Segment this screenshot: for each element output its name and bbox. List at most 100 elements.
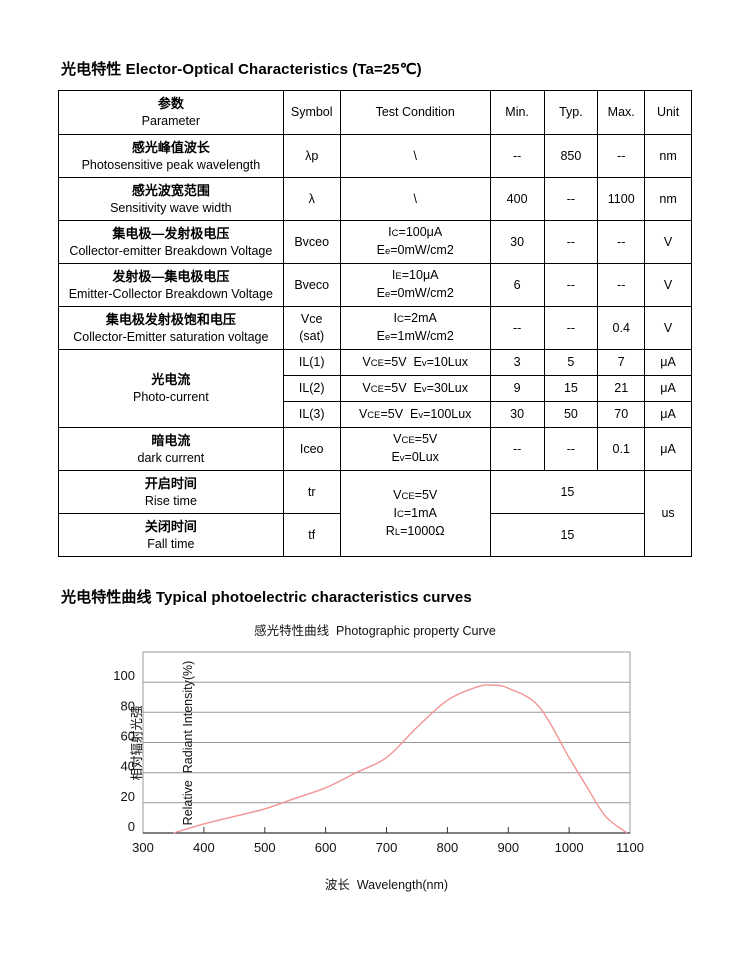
table-cell: λp <box>282 134 341 178</box>
x-tick-label: 600 <box>315 840 337 855</box>
table-row: 感光峰值波长 Photosensitive peak wavelength λp \ -… <box>58 134 692 178</box>
table-cell: 开启时间 Rise time <box>58 470 284 514</box>
electro-optical-characteristics-table: 参数 Parameter Symbol Test Condition Min. Typ. M… <box>58 90 692 557</box>
table-header-cell: Max. <box>597 90 646 135</box>
table-cell: 感光波宽范围 Sensitivity wave width <box>58 177 284 221</box>
table-header-cell: Min. <box>489 90 545 135</box>
table-cell: Iceo <box>282 427 341 471</box>
table-cell: -- <box>597 134 646 178</box>
y-axis-label-en: Relative Radiant Intensity(%) <box>181 660 195 826</box>
x-tick-label: 700 <box>376 840 398 855</box>
y-tick-label: 60 <box>121 729 135 744</box>
table-cell: 发射极—集电极电压 Emitter-Collector Breakdown Vol… <box>58 263 284 307</box>
x-axis-label: 波长 Wavelength(nm) <box>324 878 449 892</box>
y-tick-label: 80 <box>121 698 135 713</box>
y-tick-label: 100 <box>113 668 135 683</box>
table-cell: us <box>644 470 692 557</box>
table-cell: V <box>644 220 692 264</box>
table-header-cell: 参数 Parameter <box>58 90 284 135</box>
table-cell: IE=10μA Ee=0mW/cm2 <box>339 263 491 307</box>
table-cell: -- <box>489 134 545 178</box>
intensity-curve <box>173 684 628 834</box>
chart-title: 感光特性曲线 Photographic property Curve <box>254 624 496 638</box>
x-tick-label: 500 <box>254 840 276 855</box>
table-cell: IL(1) <box>282 349 341 376</box>
table-row: 暗电流 dark current Iceo VCE=5V Ev=0Lux -- -- 0.1 μ… <box>58 427 692 471</box>
table-cell: 15 <box>489 470 646 514</box>
table-cell: 21 <box>597 375 646 402</box>
table-cell: Bveco <box>282 263 341 307</box>
table-cell: 关闭时间 Fall time <box>58 513 284 557</box>
table-cell: -- <box>489 306 545 350</box>
table-cell: μA <box>644 401 692 428</box>
table-cell: VCE=5V Ev=10Lux <box>339 349 491 376</box>
table-cell: μA <box>644 375 692 402</box>
table-cell: V <box>644 306 692 350</box>
table-cell: -- <box>543 177 599 221</box>
table-cell: 7 <box>597 349 646 376</box>
table-cell: IC=100μA Ee=0mW/cm2 <box>339 220 491 264</box>
table-cell: nm <box>644 177 692 221</box>
table-cell: 6 <box>489 263 545 307</box>
table-cell: 15 <box>543 375 599 402</box>
table-header-cell: Symbol <box>282 90 341 135</box>
table-cell: VCE=5V Ev=0Lux <box>339 427 491 471</box>
table-cell: 400 <box>489 177 545 221</box>
table-cell: 70 <box>597 401 646 428</box>
table-cell: 0.1 <box>597 427 646 471</box>
table-cell: 0.4 <box>597 306 646 350</box>
y-axis-label: 相对辐射光强 Relative Radiant Intensity(%) <box>95 593 195 893</box>
table-cell: 850 <box>543 134 599 178</box>
table-row: IL(2) VCE=5V Ev=30Lux 9 15 21 μA <box>59 375 692 402</box>
table-cell: 5 <box>543 349 599 376</box>
x-tick-label: 1100 <box>616 840 644 855</box>
table-cell: 光电流 Photo-current <box>58 349 284 428</box>
table-cell: Vce (sat) <box>282 306 341 350</box>
table-header-cell: Typ. <box>543 90 599 135</box>
table-cell: IL(3) <box>282 401 341 428</box>
photographic-property-chart: 300 400 500 600 700 800 900 1000 1100 0 20 40 60 80 10… <box>88 645 688 925</box>
table-row: IL(3) VCE=5V Ev=100Lux 30 50 70 μA <box>59 401 692 428</box>
x-tick-label: 800 <box>437 840 459 855</box>
table-cell: 感光峰值波长 Photosensitive peak wavelength <box>58 134 284 178</box>
table-cell: Bvceo <box>282 220 341 264</box>
table-cell: 3 <box>489 349 545 376</box>
x-tick-label: 300 <box>132 840 154 855</box>
table-cell: 30 <box>489 401 545 428</box>
table-row: 光电流 Photo-current IL(1) VCE=5V Ev=10Lux 3 5 7 μ… <box>58 349 692 428</box>
x-tick-label: 400 <box>193 840 215 855</box>
section-title-curves: 光电特性曲线 Typical photoelectric characteris… <box>61 589 472 606</box>
table-cell: 集电极—发射极电压 Collector-emitter Breakdown Vol… <box>58 220 284 264</box>
table-cell: 1100 <box>597 177 646 221</box>
table-cell: 50 <box>543 401 599 428</box>
table-cell: -- <box>543 220 599 264</box>
table-cell: tr <box>282 470 341 514</box>
table-cell: 30 <box>489 220 545 264</box>
table-cell: 集电极发射极饱和电压 Collector-Emitter saturation v… <box>58 306 284 350</box>
y-axis-label-cn: 相对辐射光强 <box>130 705 144 781</box>
x-tick-label: 1000 <box>555 840 584 855</box>
y-tick-label: 40 <box>121 759 135 774</box>
table-cell: 9 <box>489 375 545 402</box>
table-row: 关闭时间 Fall time tf 15 <box>58 513 692 557</box>
table-cell: -- <box>543 427 599 471</box>
table-cell: μA <box>644 349 692 376</box>
table-row: 开启时间 Rise time tr VCE=5V IC=1mA RL=1000Ω 15 us <box>58 470 692 557</box>
section-title-electro-optical: 光电特性 Elector-Optical Characteristics (Ta… <box>61 61 422 78</box>
x-tick-label: 900 <box>497 840 519 855</box>
table-cell: -- <box>543 263 599 307</box>
table-cell: -- <box>543 306 599 350</box>
table-cell: IL(2) <box>282 375 341 402</box>
table-cell: λ <box>282 177 341 221</box>
table-cell: -- <box>597 220 646 264</box>
y-tick-label: 20 <box>121 789 135 804</box>
table-header-cell: Test Condition <box>339 90 491 135</box>
table-row: 集电极发射极饱和电压 Collector-Emitter saturation v… <box>58 306 692 350</box>
table-cell: 暗电流 dark current <box>58 427 284 471</box>
table-cell: tf <box>282 513 341 557</box>
table-cell: -- <box>489 427 545 471</box>
table-cell: nm <box>644 134 692 178</box>
table-cell: VCE=5V Ev=30Lux <box>339 375 491 402</box>
table-header-cell: Unit <box>644 90 692 135</box>
